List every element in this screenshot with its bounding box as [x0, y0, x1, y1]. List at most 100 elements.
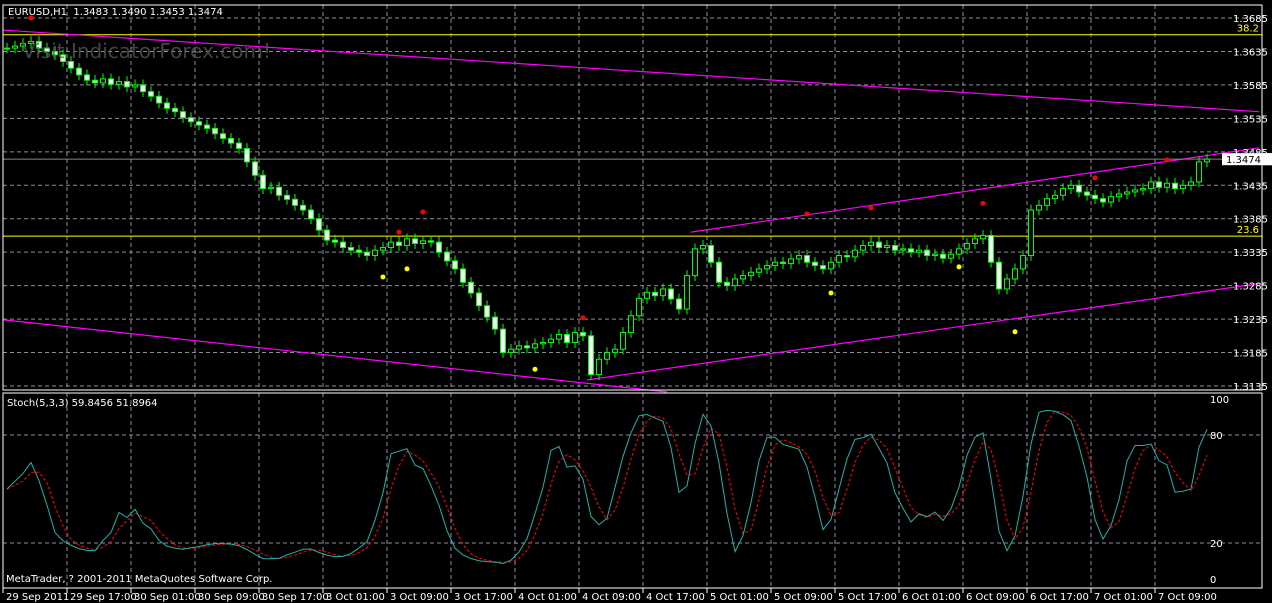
time-tick-label: 4 Oct 09:00: [582, 592, 641, 603]
candle-body: [148, 91, 154, 97]
fractal-down-marker: [828, 290, 834, 296]
copyright: MetaTrader, ? 2001-2011 MetaQuotes Softw…: [6, 574, 272, 585]
candle-body: [924, 249, 930, 257]
fractal-up-marker: [1164, 157, 1170, 163]
stoch-tick-label: 80: [1210, 431, 1223, 442]
candle-body: [308, 209, 314, 220]
candle-body: [60, 54, 66, 62]
candle-body: [812, 261, 818, 267]
candle-body: [1020, 255, 1026, 270]
candle-body: [932, 253, 938, 257]
candle-body: [268, 186, 274, 190]
trendline: [2, 29, 1260, 113]
price-tick-label: 1.3185: [1233, 349, 1268, 360]
candle-body: [100, 78, 106, 84]
candle-body: [428, 240, 434, 243]
fibo-level-label: 23.6: [1237, 225, 1259, 236]
candle-body: [564, 333, 570, 344]
candle-body: [36, 40, 42, 49]
price-tick-label: 1.3435: [1233, 181, 1268, 192]
candle-body: [1076, 184, 1082, 193]
time-tick-label: 6 Oct 01:00: [902, 592, 961, 603]
candle-body: [164, 102, 170, 109]
candle-body: [948, 253, 954, 259]
candle-body: [1052, 194, 1058, 200]
candle-body: [212, 127, 218, 135]
candle-body: [1124, 191, 1130, 195]
candle-body: [796, 255, 802, 260]
price-tick-label: 1.3335: [1233, 248, 1268, 259]
candle-body: [892, 244, 898, 251]
candle-body: [220, 133, 226, 139]
candle-body: [68, 60, 74, 69]
stoch-main-line: [6, 409, 1208, 565]
candle-body: [772, 261, 778, 267]
candle-body: [1180, 184, 1186, 190]
time-tick-label: 30 Sep 01:00: [134, 592, 201, 603]
candle-body: [436, 241, 442, 253]
candle-body: [236, 142, 242, 149]
time-tick-label: 29 Sep 2011: [6, 592, 69, 603]
candle-body: [244, 147, 250, 163]
candle-body: [4, 47, 10, 50]
candle-body: [868, 241, 874, 246]
candle-body: [1148, 181, 1154, 190]
candle-body: [644, 291, 650, 299]
candle-body: [660, 288, 666, 297]
candle-body: [132, 84, 138, 88]
candle-body: [204, 124, 210, 129]
candle-body: [620, 331, 626, 350]
time-tick-label: 29 Sep 17:00: [70, 592, 137, 603]
candle-body: [76, 67, 82, 76]
candle-body: [156, 95, 162, 104]
time-tick-label: 6 Oct 09:00: [966, 592, 1025, 603]
candle-body: [180, 111, 186, 119]
time-tick-label: 5 Oct 01:00: [710, 592, 769, 603]
candle-body: [684, 275, 690, 310]
candle-body: [828, 261, 834, 270]
candle-body: [940, 253, 946, 259]
fractal-up-marker: [868, 205, 874, 211]
candle-body: [140, 84, 146, 93]
overlay-lines: 38.2 23.6: [2, 24, 1262, 393]
candle-body: [652, 291, 658, 297]
candle-body: [1188, 181, 1194, 186]
candle-body: [804, 255, 810, 263]
fractal-up-marker: [804, 211, 810, 217]
candle-body: [476, 292, 482, 307]
candle-body: [724, 281, 730, 287]
candle-body: [700, 244, 706, 250]
candle-body: [380, 246, 386, 251]
candle-body: [1092, 194, 1098, 200]
candle-body: [764, 265, 770, 270]
candle-body: [420, 240, 426, 244]
candle-body: [1172, 182, 1178, 190]
stoch-signal-line: [6, 410, 1208, 563]
candle-body: [964, 242, 970, 250]
price-tick-label: 1.3635: [1233, 47, 1268, 58]
candle-body: [396, 241, 402, 246]
candle-body: [1156, 181, 1162, 188]
stoch-panel-frame: [2, 392, 1263, 589]
candle-body: [604, 352, 610, 360]
candle-body: [1164, 182, 1170, 188]
candle-body: [1004, 278, 1010, 290]
candle-body: [52, 50, 58, 56]
candle-body: [1028, 209, 1034, 257]
fractal-down-marker: [532, 366, 538, 372]
fractal-down-marker: [1012, 329, 1018, 335]
candle-body: [596, 358, 602, 376]
time-tick-label: 6 Oct 17:00: [1030, 592, 1089, 603]
candle-body: [716, 261, 722, 283]
candle-body: [444, 251, 450, 262]
price-tick-label: 1.3135: [1233, 382, 1268, 393]
fractal-up-marker: [28, 15, 34, 21]
candle-body: [884, 244, 890, 248]
candle-body: [388, 241, 394, 248]
candle-body: [12, 45, 18, 49]
fractal-down-marker: [380, 274, 386, 280]
candle-body: [172, 107, 178, 113]
candle-body: [996, 261, 1002, 290]
candle-body: [708, 244, 714, 263]
